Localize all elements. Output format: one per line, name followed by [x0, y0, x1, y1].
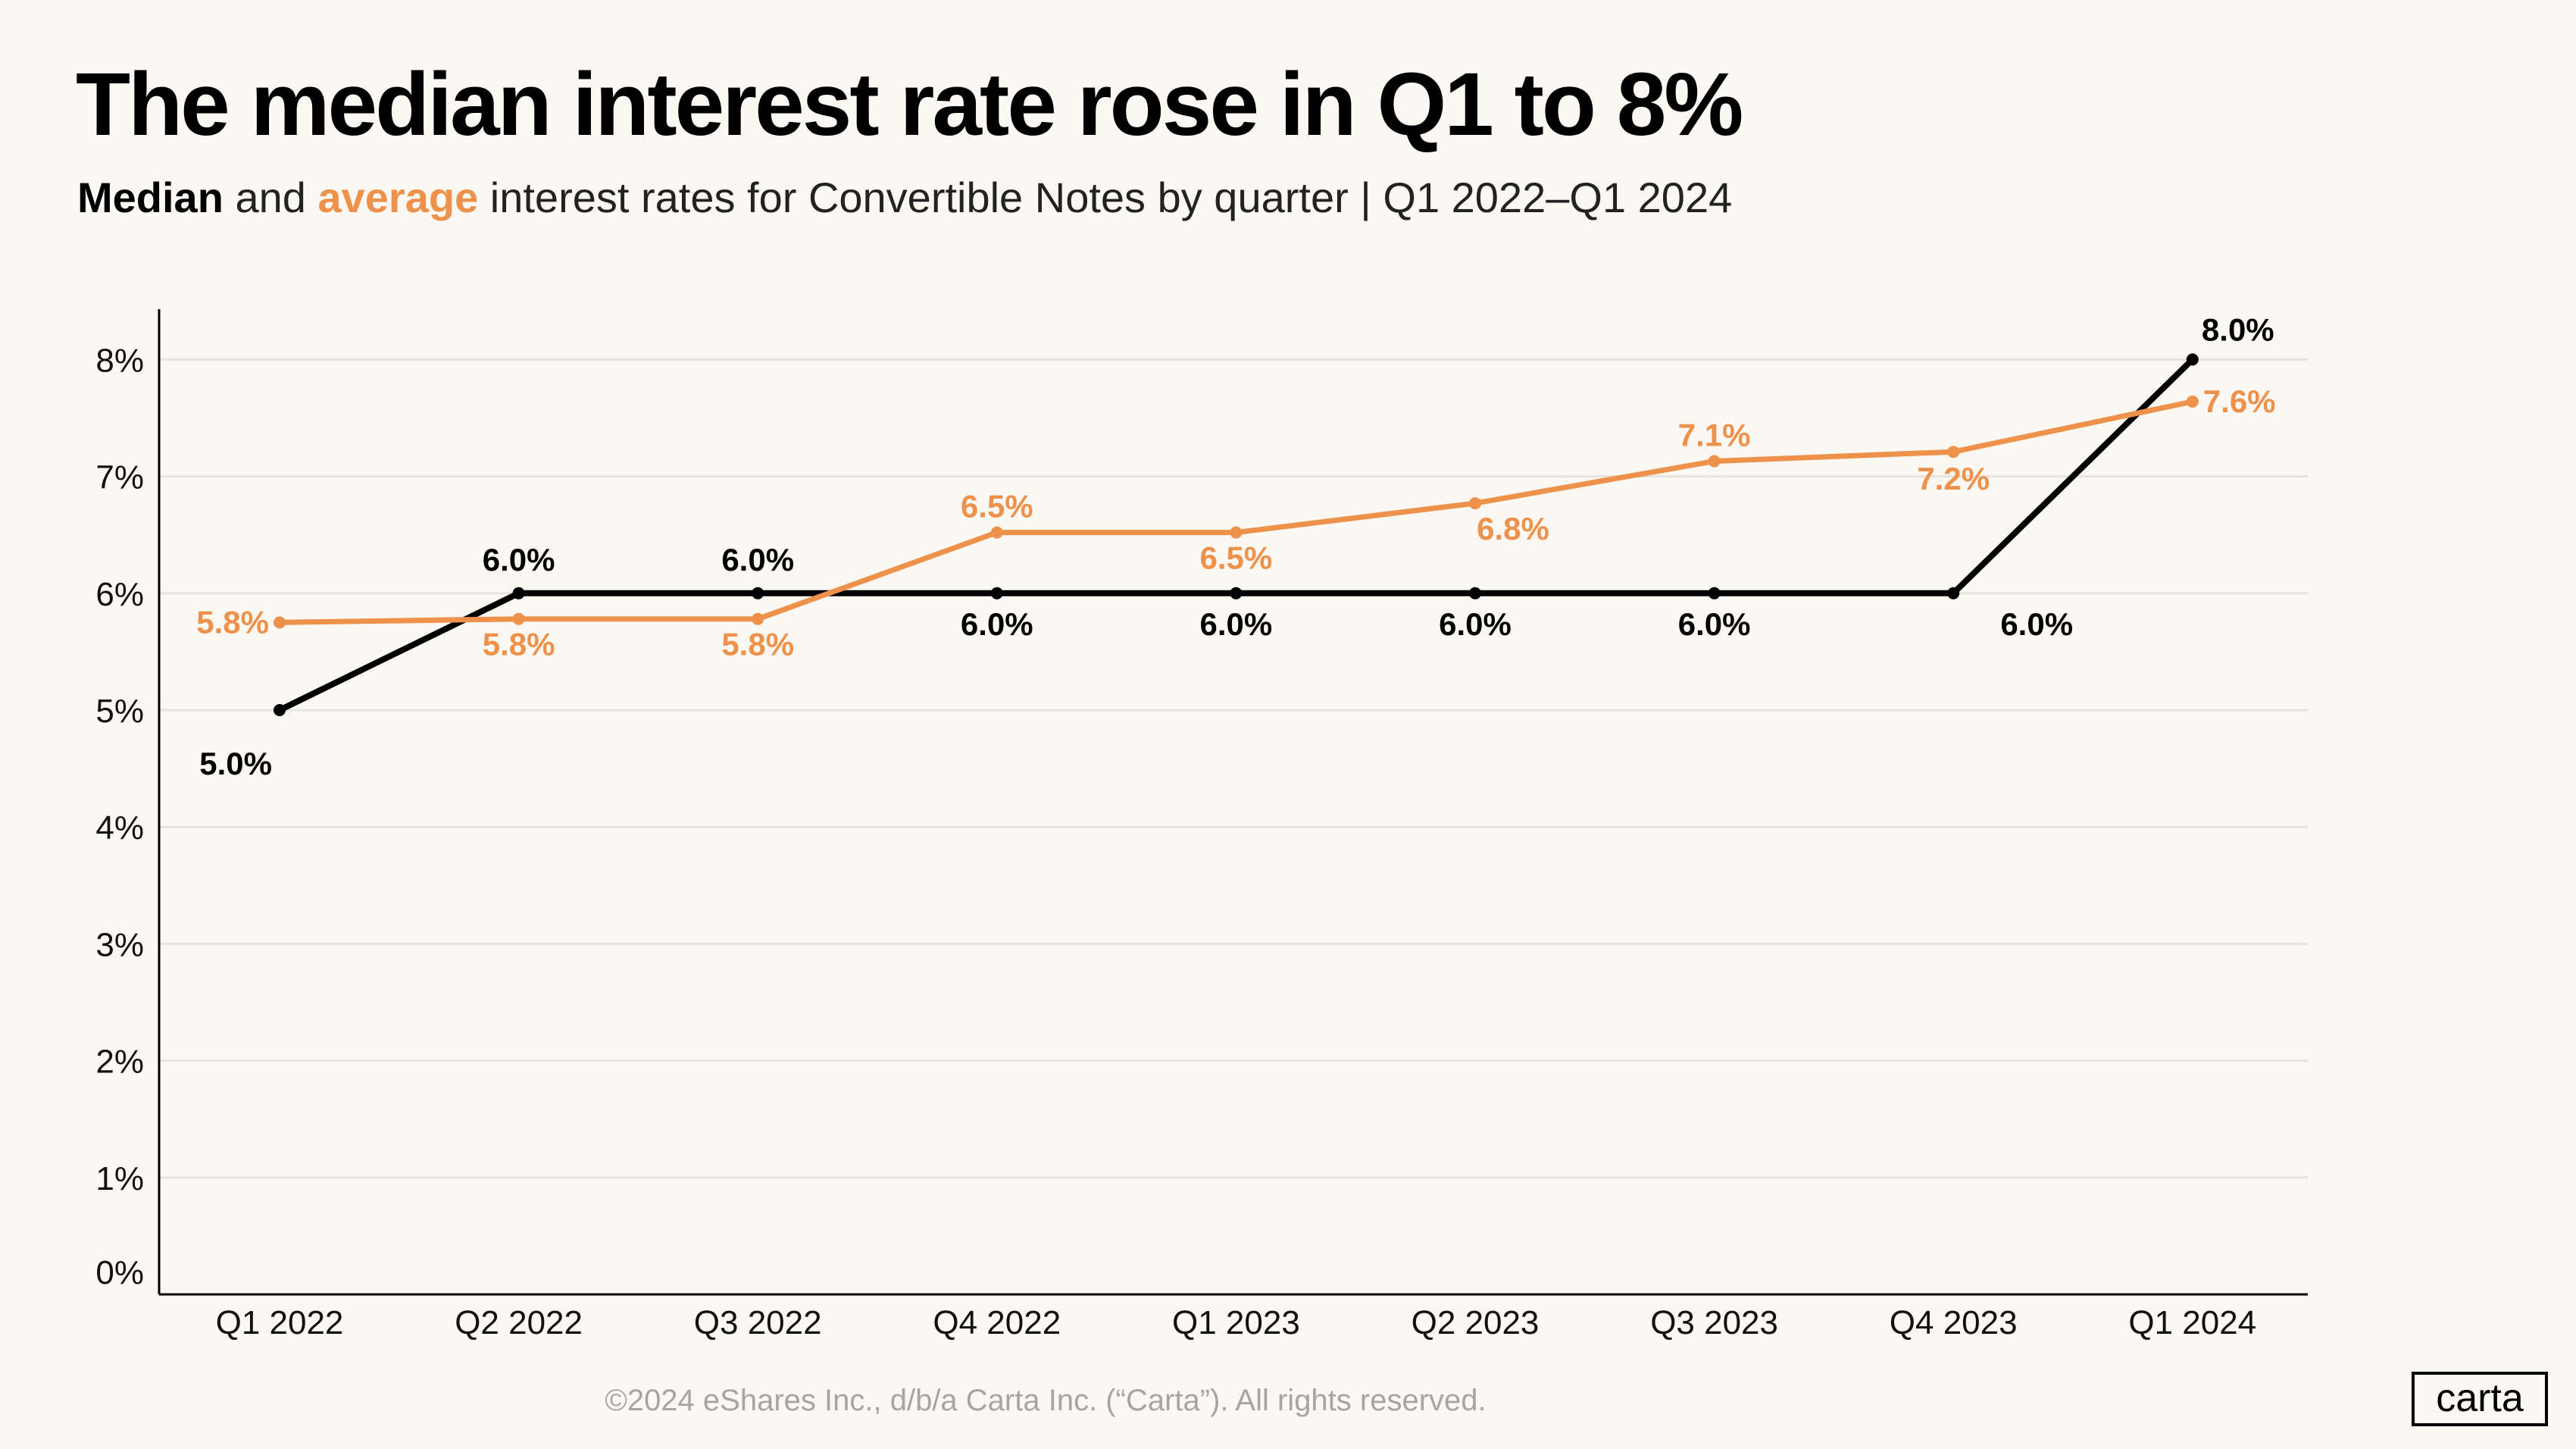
data-point-average: [1469, 497, 1481, 510]
copyright-footer: ©2024 eShares Inc., d/b/a Carta Inc. (“C…: [605, 1384, 1487, 1417]
y-tick-label: 4%: [95, 809, 144, 847]
data-label-median: 6.0%: [1200, 606, 1273, 642]
data-point-median: [512, 587, 525, 599]
subtitle-median: Median: [77, 174, 224, 221]
data-point-average: [1230, 526, 1243, 539]
x-tick-label: Q1 2024: [2128, 1304, 2256, 1341]
chart-subtitle: Median and average interest rates for Co…: [77, 173, 1732, 222]
data-point-median: [1708, 587, 1721, 599]
data-label-average: 7.2%: [1917, 461, 1990, 496]
y-tick-label: 2%: [95, 1044, 144, 1081]
y-tick-label: 6%: [95, 576, 144, 613]
data-label-average: 5.8%: [483, 627, 555, 662]
data-label-median: 6.0%: [2000, 606, 2073, 642]
data-point-average: [274, 616, 286, 629]
data-point-median: [1230, 587, 1243, 599]
data-point-average: [990, 526, 1003, 539]
data-label-average: 7.1%: [1678, 418, 1751, 453]
subtitle-and: and: [223, 174, 318, 221]
y-tick-label: 8%: [95, 342, 144, 379]
y-tick-label: 5%: [95, 693, 144, 730]
x-tick-label: Q1 2022: [216, 1304, 344, 1341]
data-label-average: 5.8%: [196, 604, 269, 640]
data-point-median: [1469, 587, 1481, 599]
data-label-median: 5.0%: [199, 746, 272, 781]
subtitle-rest: interest rates for Convertible Notes by …: [478, 174, 1733, 221]
data-label-average: 6.5%: [1200, 540, 1273, 576]
data-point-median: [274, 704, 286, 716]
x-tick-label: Q2 2023: [1411, 1304, 1540, 1341]
subtitle-average: average: [317, 174, 479, 221]
y-tick-label: 1%: [95, 1160, 144, 1197]
x-tick-label: Q4 2023: [1890, 1304, 2018, 1341]
data-label-average: 6.5%: [961, 489, 1033, 524]
chart-title: The median interest rate rose in Q1 to 8…: [76, 55, 1743, 155]
data-point-median: [1947, 587, 1960, 599]
y-tick-label: 7%: [95, 459, 144, 496]
data-label-median: 6.0%: [1439, 606, 1512, 642]
data-label-median: 6.0%: [721, 542, 794, 577]
data-label-median: 6.0%: [1678, 606, 1751, 642]
data-label-median: 8.0%: [2202, 311, 2274, 347]
carta-logo: carta: [2412, 1372, 2548, 1426]
data-point-median: [990, 587, 1003, 599]
x-tick-label: Q2 2022: [455, 1304, 583, 1341]
data-label-average: 6.8%: [1477, 511, 1549, 546]
y-tick-label: 0%: [95, 1254, 144, 1291]
x-tick-label: Q3 2022: [694, 1304, 822, 1341]
data-label-median: 6.0%: [961, 606, 1033, 642]
data-point-average: [512, 612, 525, 625]
data-label-average: 5.8%: [721, 627, 794, 662]
data-point-median: [752, 587, 764, 599]
data-point-median: [2186, 353, 2199, 366]
data-label-median: 6.0%: [483, 542, 555, 577]
data-point-average: [1708, 455, 1721, 468]
x-tick-label: Q3 2023: [1650, 1304, 1778, 1341]
y-tick-label: 3%: [95, 926, 144, 963]
x-tick-label: Q1 2023: [1172, 1304, 1300, 1341]
data-point-average: [1947, 446, 1960, 458]
x-tick-label: Q4 2022: [933, 1304, 1061, 1341]
data-point-average: [752, 612, 764, 625]
data-point-average: [2186, 395, 2199, 408]
data-label-average: 7.6%: [2203, 383, 2276, 419]
